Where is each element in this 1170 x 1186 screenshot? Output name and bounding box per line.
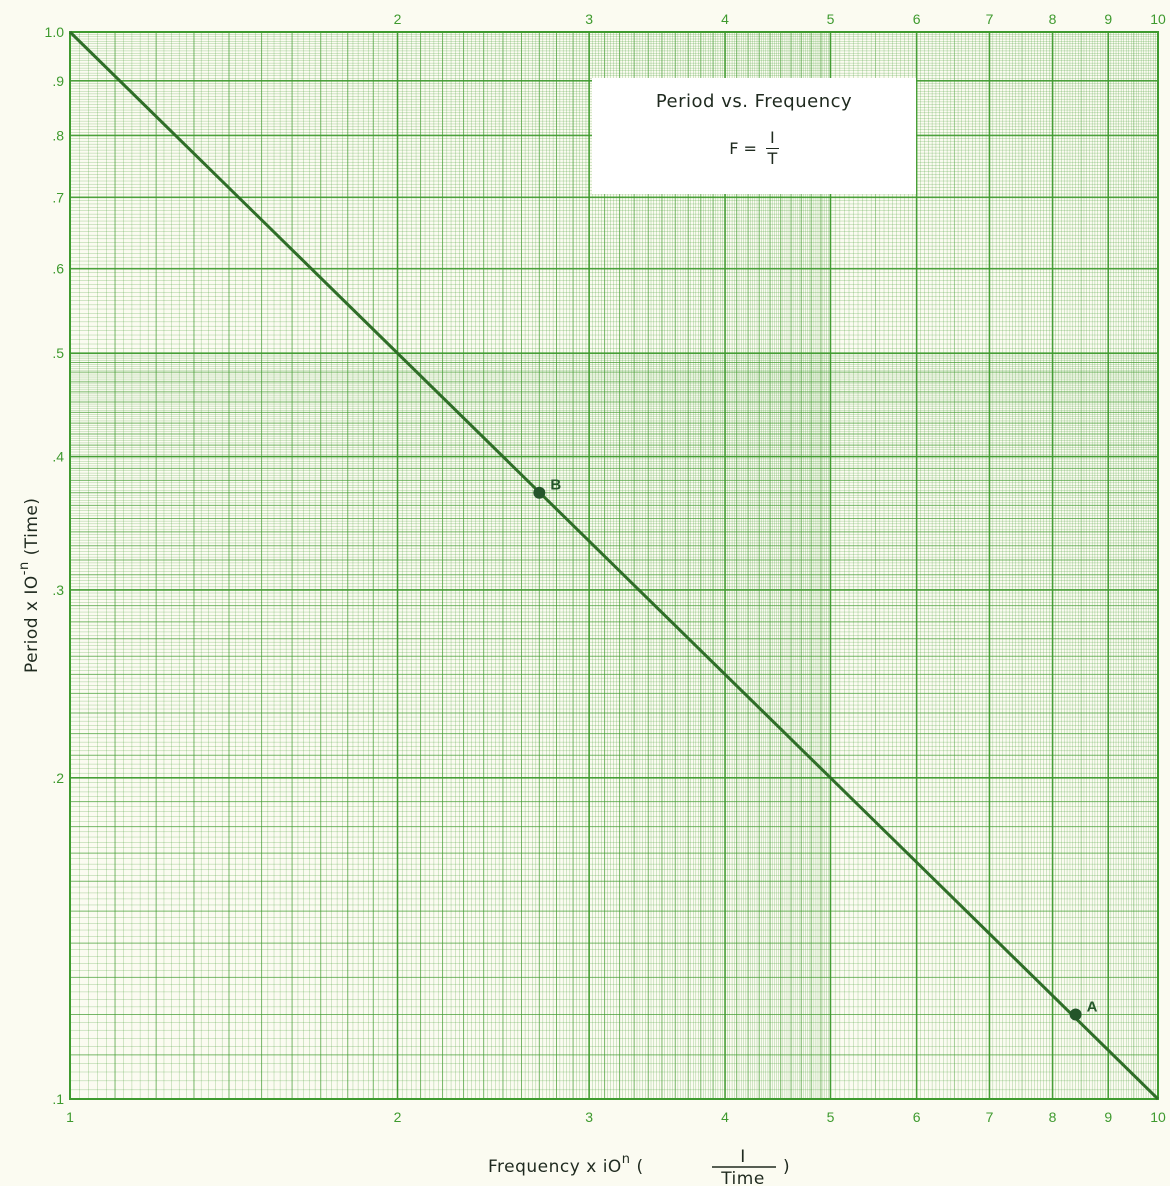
x-tick-label-top: 6 bbox=[913, 11, 921, 27]
x-tick-label-top: 8 bbox=[1049, 11, 1057, 27]
y-tick-label: .8 bbox=[52, 127, 64, 143]
y-tick-label: .3 bbox=[52, 582, 64, 598]
x-ticks-top: 2 3 4 5 6 7 8 9 10 bbox=[394, 11, 1166, 27]
y-tick-label: .1 bbox=[52, 1091, 64, 1107]
point-marker-b bbox=[533, 486, 546, 499]
formula-denominator: T bbox=[767, 149, 778, 168]
x-tick-label-bottom: 9 bbox=[1104, 1109, 1112, 1125]
x-tick-label-bottom: 4 bbox=[721, 1109, 729, 1125]
y-tick-label: .5 bbox=[52, 345, 64, 361]
x-tick-label-bottom: 10 bbox=[1150, 1109, 1166, 1125]
series-layer bbox=[68, 30, 1160, 1101]
y-tick-label: .7 bbox=[52, 189, 64, 205]
y-axis-title-suffix: (Time) bbox=[22, 498, 42, 562]
grid-lines bbox=[69, 31, 1159, 1100]
point-marker-a bbox=[1069, 1008, 1082, 1021]
y-tick-label: .4 bbox=[52, 449, 64, 465]
point-label-a: A bbox=[1087, 999, 1098, 1016]
x-tick-label-bottom: 3 bbox=[585, 1109, 593, 1125]
data-points: BA bbox=[533, 477, 1098, 1021]
x-tick-label-bottom: 5 bbox=[827, 1109, 835, 1125]
x-tick-label-top: 2 bbox=[394, 11, 402, 27]
formula-fraction: I T bbox=[766, 128, 779, 169]
y-tick-label: .9 bbox=[52, 73, 64, 89]
chart-title-box: Period vs. Frequency F = I T bbox=[592, 78, 916, 194]
y-tick-label: .2 bbox=[52, 770, 64, 786]
x-tick-label-bottom: 8 bbox=[1049, 1109, 1057, 1125]
x-tick-label-top: 3 bbox=[585, 11, 593, 27]
x-axis-frac-den: Time bbox=[720, 1169, 765, 1186]
x-tick-label-bottom: 7 bbox=[986, 1109, 994, 1125]
formula-numerator: I bbox=[766, 128, 779, 149]
x-axis-title: Frequency x iOn ( bbox=[488, 1152, 644, 1177]
point-label-b: B bbox=[550, 477, 561, 494]
x-tick-label-bottom: 2 bbox=[394, 1109, 402, 1125]
x-axis-frac-close: ) bbox=[783, 1157, 790, 1177]
x-axis-title-sup: n bbox=[622, 1152, 631, 1167]
y-axis-title-prefix: Period x IO bbox=[22, 575, 42, 673]
y-tick-label: .6 bbox=[52, 261, 64, 277]
x-axis-frac-num: I bbox=[740, 1147, 746, 1167]
formula-lhs: F = bbox=[729, 139, 757, 158]
y-axis-title: Period x IO-n (Time) bbox=[17, 498, 42, 674]
x-tick-label-top: 5 bbox=[827, 11, 835, 27]
x-tick-label-top: 10 bbox=[1150, 11, 1166, 27]
x-ticks-bottom: 1 2 3 4 5 6 7 8 9 10 bbox=[66, 1109, 1166, 1125]
formula: F = I T bbox=[592, 128, 916, 169]
x-axis-title-prefix: Frequency x iO bbox=[488, 1157, 622, 1177]
y-axis-title-sup: -n bbox=[17, 561, 32, 575]
x-tick-label-bottom: 6 bbox=[913, 1109, 921, 1125]
y-ticks: 1.0 .9 .8 .7 .6 .5 .4 .3 .2 .1 bbox=[45, 24, 65, 1107]
x-axis-title-open: ( bbox=[637, 1157, 644, 1177]
x-tick-label-top: 9 bbox=[1104, 11, 1112, 27]
chart-title: Period vs. Frequency bbox=[655, 91, 853, 112]
x-tick-label-bottom: 1 bbox=[66, 1109, 74, 1125]
x-tick-label-top: 7 bbox=[986, 11, 994, 27]
plot-border bbox=[69, 31, 1159, 1100]
y-tick-label: 1.0 bbox=[45, 24, 65, 40]
series-line bbox=[68, 30, 1160, 1101]
x-tick-label-top: 4 bbox=[721, 11, 729, 27]
